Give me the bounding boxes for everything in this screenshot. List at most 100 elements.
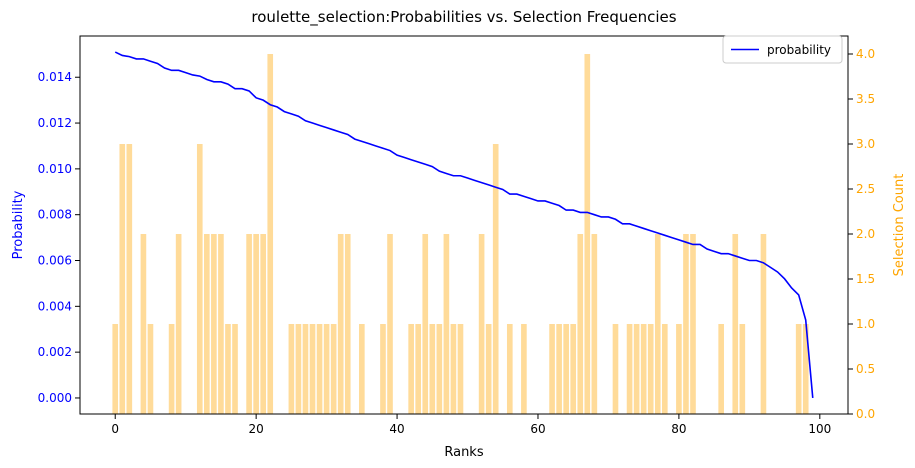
bar [147,324,154,414]
bar [739,324,746,414]
x-tick-label: 0 [111,422,119,436]
bar [204,234,210,414]
bar [584,54,591,414]
right-y-tick-label: 1.0 [856,317,875,331]
right-y-tick-label: 4.0 [856,47,875,61]
bar [654,234,661,414]
left-y-axis-label: Probability [11,190,26,259]
left-y-tick-label: 0.014 [38,70,72,84]
bar [661,324,668,414]
bar [485,324,492,414]
bar [732,234,739,414]
left-y-tick-label: 0.004 [38,299,72,313]
bar [802,324,809,414]
left-y-tick-label: 0.000 [38,391,72,405]
bar [302,324,309,414]
bar [521,324,527,414]
left-y-tick-label: 0.012 [38,116,72,130]
right-y-tick-label: 2.0 [856,227,875,241]
bar [718,324,724,414]
left-y-tick-label: 0.010 [38,162,72,176]
bar [168,324,175,414]
x-tick-label: 60 [530,422,545,436]
bar [492,144,499,414]
bar [112,324,119,414]
bar [506,324,513,414]
bar [119,144,126,414]
bar [436,324,443,414]
bar [457,324,464,414]
bar [232,324,238,414]
x-axis: 0 20 40 60 80 100 [111,414,831,436]
bar [760,234,767,414]
right-y-tick-label: 1.5 [856,272,875,286]
bar [591,234,598,414]
bar [570,324,577,414]
chart-title: roulette_selection:Probabilities vs. Sel… [251,8,676,27]
right-y-tick-label: 2.5 [856,182,875,196]
x-tick-label: 100 [808,422,831,436]
bar [633,324,640,414]
right-y-tick-label: 3.0 [856,137,875,151]
bar [295,324,302,414]
bar [323,324,330,414]
bar [577,234,584,414]
bar [288,324,295,414]
bar [443,234,450,414]
right-y-axis: 0.0 0.5 1.0 1.5 2.0 2.5 3.0 3.5 4.0 [848,47,875,421]
bar [549,324,555,414]
x-axis-label: Ranks [444,445,483,460]
bar [175,234,182,414]
bar [640,324,647,414]
bar [556,324,562,414]
bar [309,324,316,414]
bar [225,324,231,414]
bar [246,234,252,414]
bar [690,234,696,414]
right-y-tick-label: 3.5 [856,92,875,106]
bar [140,234,147,414]
right-y-axis-label: Selection Count [892,174,907,277]
bar [450,324,457,414]
left-y-axis: 0.000 0.002 0.004 0.006 0.008 0.010 0.012 0.014 [38,70,80,405]
bar [683,234,689,414]
bar [330,324,337,414]
probability-line [114,51,814,399]
bar [267,54,274,414]
bar [196,144,203,414]
right-y-tick-label: 0.0 [856,407,875,421]
bar [612,324,619,414]
left-y-tick-label: 0.002 [38,345,72,359]
bar [316,324,323,414]
bar [676,324,682,414]
bar [647,324,654,414]
right-y-tick-label: 0.5 [856,362,875,376]
bar [478,234,485,414]
bar [337,234,344,414]
bar [429,324,436,414]
left-y-tick-label: 0.008 [38,208,72,222]
bar [211,234,217,414]
bar-series [112,54,809,414]
bar [380,324,386,414]
x-tick-label: 80 [671,422,686,436]
bar [626,324,633,414]
bar [387,234,393,414]
bar [422,234,429,414]
bar [253,234,259,414]
bar [563,324,569,414]
bar [218,234,224,414]
x-tick-label: 40 [389,422,404,436]
plot-frame [79,35,849,415]
x-tick-label: 20 [249,422,264,436]
bar [415,324,422,414]
bar [344,234,351,414]
legend: probability [722,35,843,64]
bar [795,324,802,414]
legend-label: probability [767,43,831,57]
bar [408,324,414,414]
bar [126,144,133,414]
bar [260,234,267,414]
legend-box [722,35,843,64]
